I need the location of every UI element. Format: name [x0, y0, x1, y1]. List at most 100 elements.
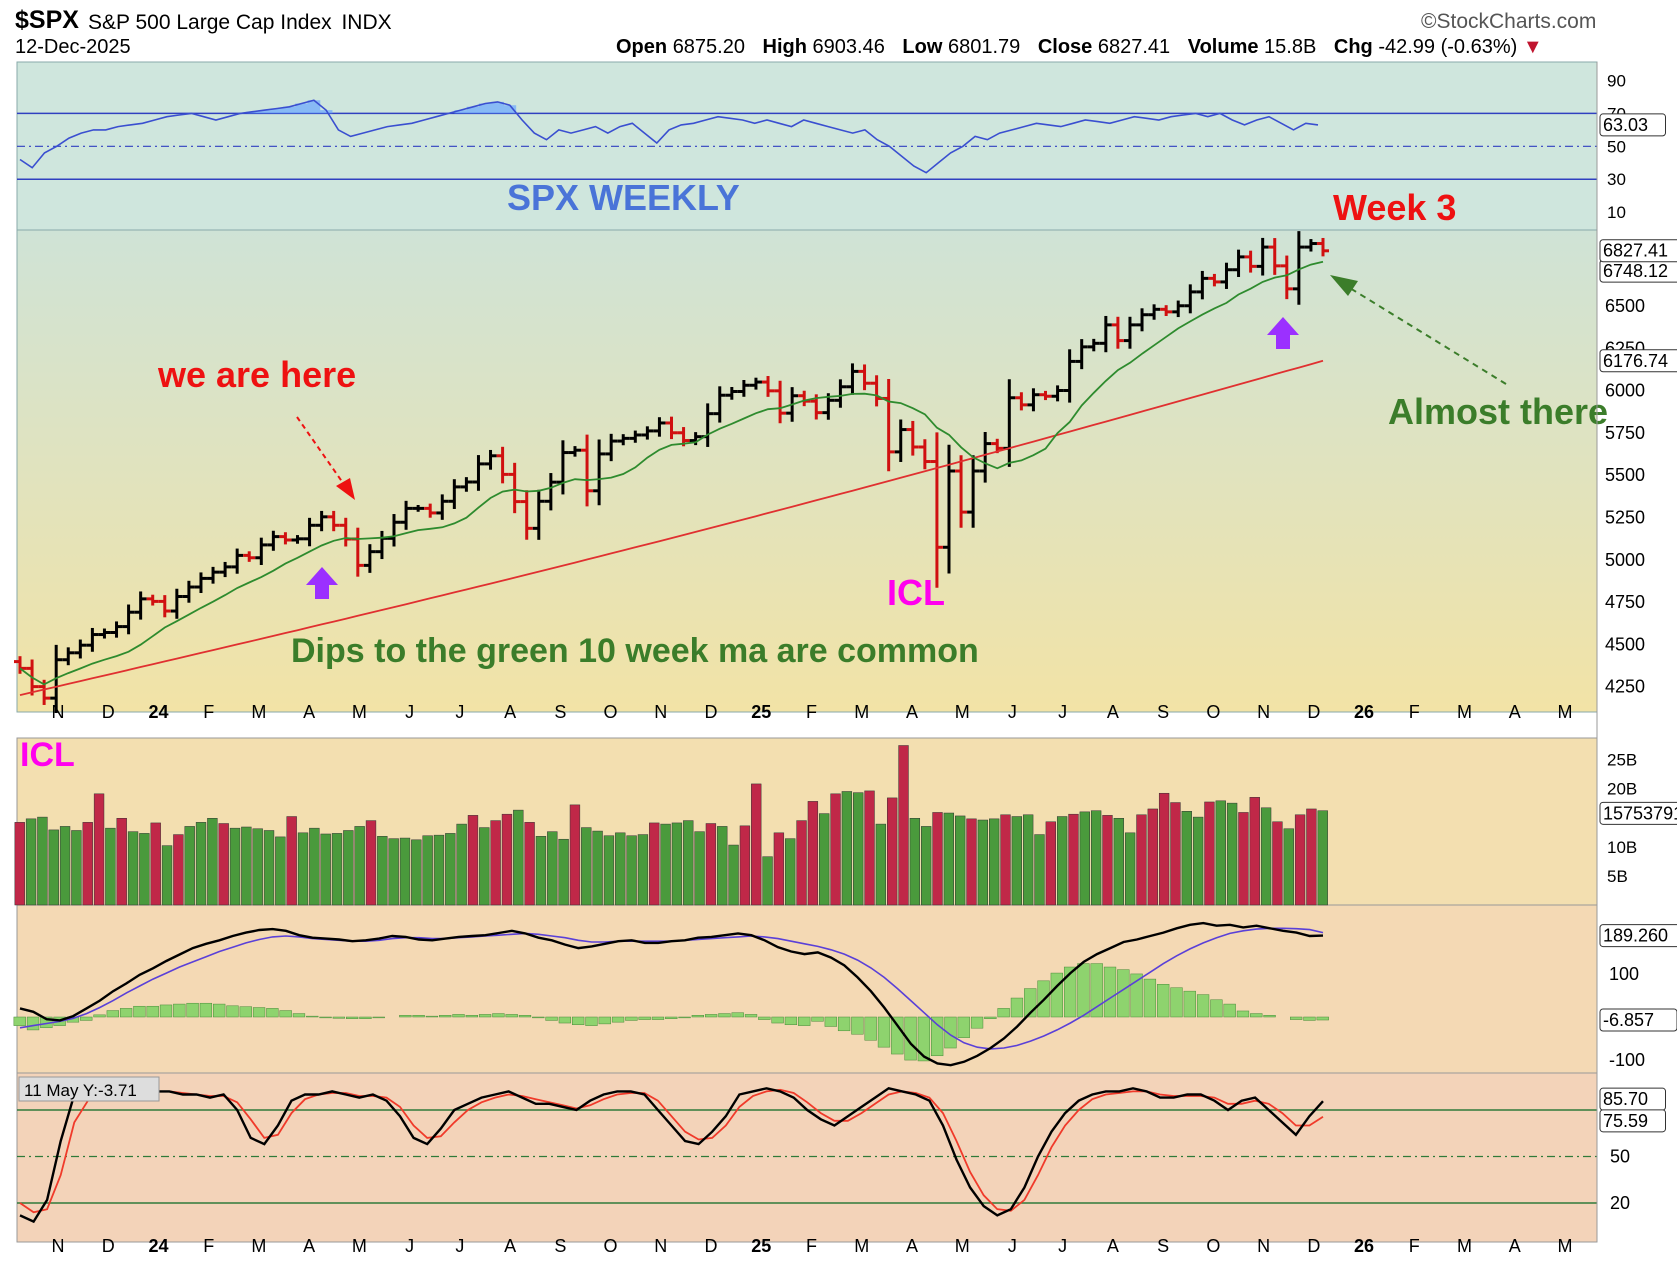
volume-bar — [399, 837, 411, 906]
macd-histogram-bar — [119, 1008, 133, 1018]
macd-histogram-bar — [678, 1016, 691, 1019]
x-axis-label: M — [955, 702, 970, 722]
volume-bar — [1192, 816, 1204, 906]
open-value: 6875.20 — [672, 36, 745, 58]
volume-bar — [161, 845, 173, 906]
volume-bar — [773, 832, 785, 906]
macd-histogram-bar — [864, 1016, 877, 1041]
macd-histogram-bar — [13, 1016, 26, 1026]
macd-histogram-bar — [731, 1012, 744, 1018]
volume-bar — [71, 830, 82, 906]
macd-histogram-bar — [518, 1015, 532, 1018]
macd-histogram-bar — [851, 1016, 864, 1035]
macd-histogram-bar — [1210, 999, 1223, 1018]
macd-histogram-bar — [585, 1016, 598, 1026]
macd-histogram-bar — [1010, 997, 1024, 1018]
macd-histogram-bar — [239, 1006, 252, 1018]
price-tick-label: 4500 — [1605, 634, 1645, 654]
volume-bar — [785, 838, 796, 906]
x-axis-label: A — [1509, 1236, 1521, 1256]
x-axis-label: A — [906, 702, 918, 722]
x-axis-label: D — [705, 1236, 718, 1256]
macd-histogram-bar — [651, 1016, 665, 1020]
macd-histogram-bar — [26, 1016, 40, 1031]
macd-histogram-bar — [1063, 966, 1077, 1018]
rsi-tick-label: 50 — [1607, 137, 1626, 156]
volume-bar — [796, 820, 807, 906]
volume-bar — [1124, 832, 1136, 906]
stochastic-panel — [16, 1072, 1598, 1243]
x-axis-label: 24 — [148, 702, 168, 722]
volume-bar — [445, 833, 456, 906]
ohlc-summary: Open 6875.20 High 6903.46 Low 6801.79 Cl… — [616, 36, 1543, 59]
macd-histogram-bar — [758, 1016, 771, 1020]
macd-tick-label: 100 — [1609, 964, 1639, 984]
x-axis-label: A — [504, 702, 516, 722]
volume-bar — [127, 831, 139, 906]
volume-bar — [751, 783, 762, 906]
x-axis-label: A — [906, 1236, 918, 1256]
x-axis-label: J — [1008, 702, 1017, 722]
x-axis-label: O — [604, 702, 618, 722]
x-axis-label: F — [806, 702, 817, 722]
rsi-last-value: 63.03 — [1603, 115, 1648, 135]
macd-histogram-bar — [213, 1003, 226, 1018]
x-axis-label: N — [52, 702, 65, 722]
volume-bar — [1181, 811, 1192, 906]
macd-histogram-bar — [824, 1016, 837, 1027]
macd-last-value: 189.260 — [1603, 926, 1668, 946]
volume-bar — [1056, 816, 1068, 906]
ma40-value-label-box — [1599, 349, 1677, 373]
x-axis-label: A — [1509, 702, 1521, 722]
macd-histogram-bar — [1117, 969, 1130, 1018]
x-axis-label: F — [1409, 702, 1420, 722]
week3-annotation: Week 3 — [1333, 187, 1456, 228]
volume-bar — [286, 816, 297, 906]
macd-histogram-bar — [439, 1015, 452, 1018]
volume-bar — [411, 839, 422, 906]
low-label: Low — [902, 36, 943, 58]
x-axis-label: N — [654, 702, 667, 722]
x-axis-label: J — [455, 702, 464, 722]
volume-bar — [456, 823, 467, 906]
volume-last-value-box — [1599, 801, 1677, 825]
macd-histogram-bar — [1170, 987, 1183, 1018]
macd-last-value-box — [1599, 924, 1677, 948]
volume-bar — [513, 809, 524, 906]
volume-bar — [615, 832, 626, 906]
x-axis-label: M — [955, 1236, 970, 1256]
volume-bar — [467, 815, 479, 906]
almost-there-annotation: Almost there — [1388, 391, 1608, 432]
macd-histogram-bar — [558, 1016, 572, 1024]
volume-bar — [377, 836, 388, 906]
volume-bar — [241, 826, 252, 906]
macd-histogram-bar — [665, 1016, 678, 1019]
macd-histogram-bar — [1050, 972, 1063, 1018]
volume-bar — [48, 829, 59, 906]
volume-bar — [331, 833, 343, 906]
volume-bar — [1158, 792, 1170, 906]
dips-annotation: Dips to the green 10 week ma are common — [291, 632, 979, 670]
icl-volume-annotation: ICL — [20, 736, 75, 774]
x-axis-label: J — [405, 702, 414, 722]
high-value: 6903.46 — [812, 36, 885, 58]
x-axis-label: M — [1558, 1236, 1573, 1256]
volume-bar — [184, 826, 195, 906]
x-axis-label: 25 — [751, 702, 771, 722]
macd-histogram-bar — [478, 1014, 492, 1018]
chart-symbol: $SPX — [15, 6, 79, 34]
chg-label: Chg — [1333, 36, 1373, 58]
macd-histogram-bar — [399, 1015, 412, 1018]
macd-histogram-bar — [691, 1015, 704, 1018]
x-axis-label: M — [352, 702, 367, 722]
volume-value: 15.8B — [1264, 36, 1317, 58]
macd-histogram-bar — [332, 1016, 345, 1019]
volume-bar — [1272, 821, 1283, 906]
macd-histogram-bar — [306, 1015, 319, 1018]
volume-bar — [943, 812, 955, 906]
volume-bar — [581, 827, 592, 906]
macd-histogram-bar — [970, 1016, 984, 1029]
volume-bar — [671, 822, 683, 906]
volume-last-value: 15753791 — [1603, 803, 1677, 823]
rsi-line — [19, 99, 1319, 174]
